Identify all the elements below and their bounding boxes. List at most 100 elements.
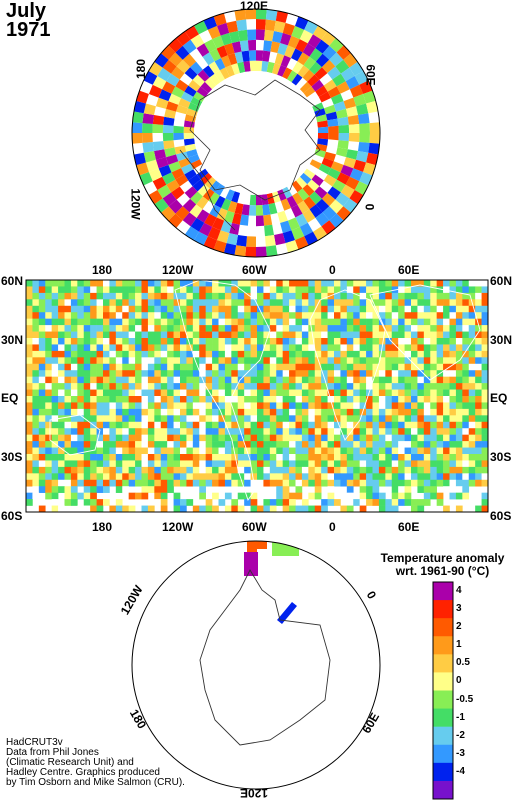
anomaly-cell [26,363,33,371]
anomaly-cell [269,479,277,487]
x-tick-top-180: 180 [92,263,113,277]
anomaly-cell [314,299,322,307]
anomaly-cell [218,434,226,442]
anomaly-cell [346,454,354,461]
anomaly-cell [263,428,271,435]
anomaly-cell [276,466,283,474]
anomaly-cell [295,357,303,365]
anomaly-cell [411,363,418,371]
anomaly-cell [218,344,226,352]
anomaly-cell [423,370,431,377]
anomaly-cell [449,350,457,358]
anomaly-cell [359,466,367,474]
credits-line: Hadley Centre. Graphics produced [6,767,160,778]
anomaly-cell [77,280,85,287]
polar-anomaly-cell [229,31,240,43]
anomaly-cell [398,454,405,461]
anomaly-cell [462,292,470,300]
polar-anomaly-cell [333,101,346,112]
anomaly-cell [462,331,470,339]
anomaly-cell [199,466,206,474]
anomaly-cell [32,338,40,345]
polar-anomaly-cell [184,143,197,152]
anomaly-cell [443,454,450,461]
anomaly-cell [205,299,213,307]
anomaly-cell [295,344,303,352]
anomaly-cell [218,318,226,326]
anomaly-cell [398,408,405,416]
anomaly-cell [282,286,290,294]
anomaly-cell [372,441,380,448]
polar-anomaly-cell [154,198,169,213]
anomaly-cell [167,318,174,326]
anomaly-cell [301,318,309,326]
anomaly-cell [64,408,72,416]
anomaly-cell [70,434,78,442]
anomaly-cell [231,344,239,352]
anomaly-cell [276,312,283,319]
anomaly-cell [192,331,200,339]
anomaly-cell [282,428,290,435]
polar-anomaly-cell [356,151,369,163]
legend-swatch [433,744,453,764]
polar-anomaly-cell [184,169,197,181]
polar-anomaly-cell [297,200,310,214]
anomaly-cell [26,299,33,307]
anomaly-cell [180,363,187,371]
anomaly-cell [468,312,476,319]
anomaly-cell [378,286,386,294]
anomaly-cell [314,376,322,384]
anomaly-cell [430,441,437,448]
anomaly-cell [128,396,136,403]
anomaly-cell [186,441,194,448]
anomaly-cell [295,473,303,481]
anomaly-cell [301,402,309,410]
x-tick-bottom-0: 0 [329,520,336,534]
anomaly-cell [263,318,271,326]
anomaly-cell [250,318,258,326]
anomaly-cell [314,479,322,487]
anomaly-cell [212,428,219,435]
anomaly-cell [289,460,296,468]
anomaly-cell [109,299,117,307]
anomaly-cell [366,408,373,416]
anomaly-cell [475,402,482,410]
anomaly-cell [32,325,40,332]
y-tick-right-30n: 30N [490,333,512,347]
anomaly-cell [167,292,174,300]
anomaly-cell [289,396,296,403]
anomaly-cell [212,460,219,468]
anomaly-cell [327,312,335,319]
anomaly-cell [205,312,213,319]
polar-no-data-area [194,71,318,195]
polar-anomaly-cell [176,151,188,162]
anomaly-cell [224,479,232,487]
anomaly-cell [128,318,136,326]
anomaly-cell [423,325,431,332]
anomaly-cell [430,421,437,429]
anomaly-cell [58,428,65,435]
anomaly-cell [128,428,136,435]
anomaly-cell [398,447,405,455]
anomaly-cell [475,305,482,313]
anomaly-cell [45,421,52,429]
anomaly-cell [385,454,393,461]
anomaly-cell [231,454,239,461]
anomaly-cell [308,376,316,384]
anomaly-cell [282,370,290,377]
anomaly-cell [411,338,418,345]
anomaly-cell [269,370,277,377]
anomaly-cell [334,460,341,468]
anomaly-cell [353,299,360,307]
anomaly-cell [122,447,129,455]
anomaly-cell [269,402,277,410]
anomaly-cell [83,479,91,487]
anomaly-cell [449,344,457,352]
anomaly-cell [96,434,104,442]
anomaly-cell [122,460,129,468]
anomaly-cell [359,428,367,435]
anomaly-cell [269,338,277,345]
anomaly-cell [83,486,91,493]
anomaly-cell [385,370,393,377]
anomaly-cell [346,473,354,481]
